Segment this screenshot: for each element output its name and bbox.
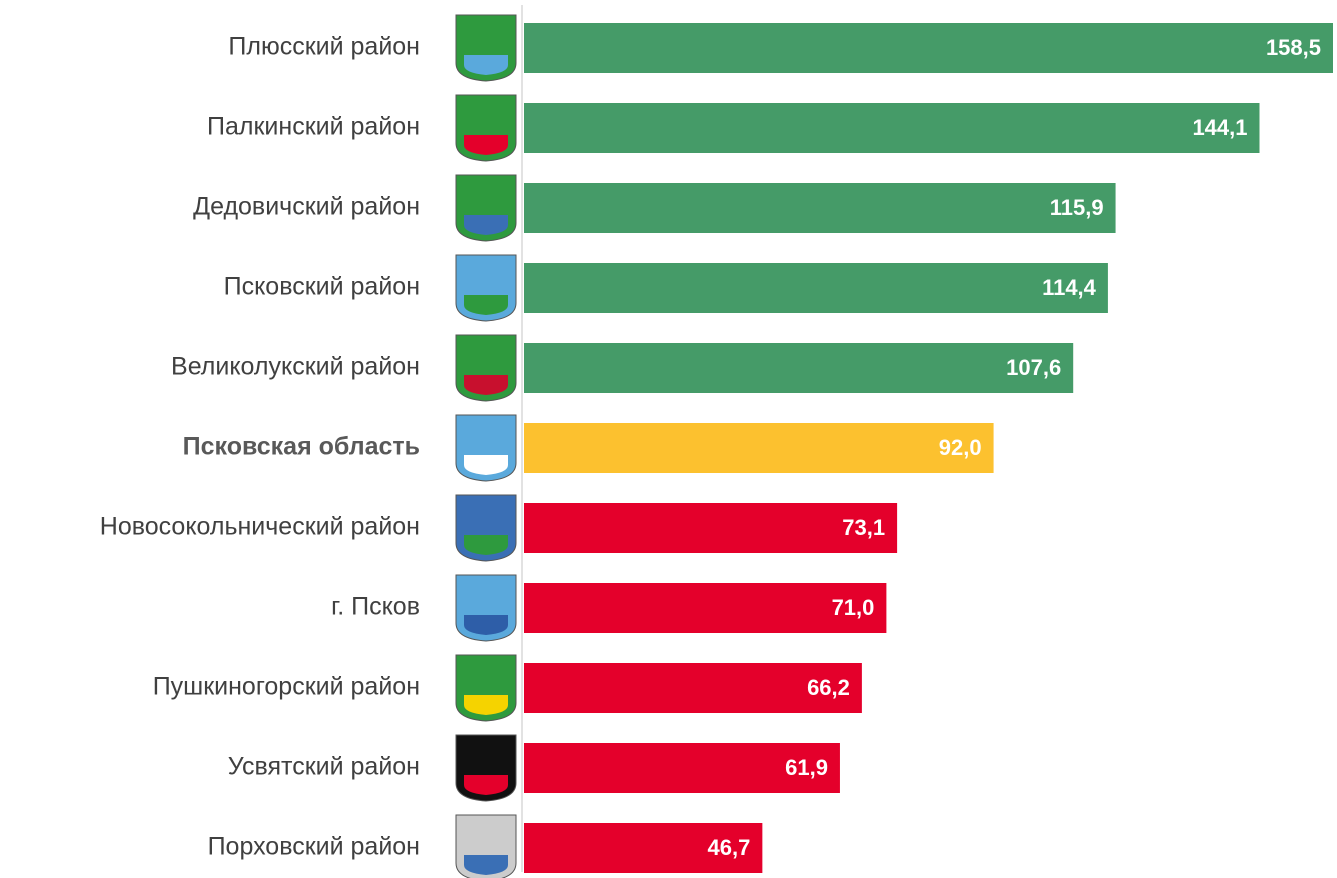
shield-detail [464,535,508,555]
category-label: Псковский район [224,273,420,301]
coat-of-arms [455,174,517,242]
bar [524,343,1074,393]
value-label: 144,1 [1192,115,1247,140]
value-label: 66,2 [807,675,850,700]
shield-detail [464,695,508,715]
bar [524,423,994,473]
value-label: 107,6 [1006,355,1061,380]
category-label: Псковская область [183,433,420,461]
coat-of-arms [455,494,517,562]
bar [524,823,763,873]
value-label: 46,7 [708,835,751,860]
value-label: 115,9 [1050,195,1104,220]
coat-of-arms [455,654,517,722]
coat-of-arms [455,334,517,402]
shield-detail [464,295,508,315]
coat-of-arms [455,94,517,162]
shield-detail [464,55,508,75]
shield-detail [464,215,508,235]
category-label: Палкинский район [207,113,420,141]
shield-detail [464,775,508,795]
bar [524,503,898,553]
shield-detail [464,455,508,475]
category-label: Новосокольнический район [100,513,420,541]
bar [524,663,862,713]
shield-detail [464,135,508,155]
category-label: Пушкиногорский район [153,673,420,701]
coat-of-arms [455,14,517,82]
category-label: Великолукский район [171,353,420,381]
bar [524,23,1333,73]
category-label: г. Псков [331,593,420,621]
value-label: 73,1 [842,515,885,540]
value-label: 158,5 [1266,35,1321,60]
category-label: Плюсский район [228,33,420,61]
shield-detail [464,855,508,875]
coat-of-arms [455,254,517,322]
category-label: Порховский район [208,833,420,861]
value-label: 61,9 [785,755,828,780]
category-label: Усвятский район [228,753,420,781]
shield-detail [464,615,508,635]
bar [524,263,1108,313]
category-label: Дедовичский район [193,193,420,221]
value-label: 71,0 [832,595,875,620]
value-label: 114,4 [1042,275,1097,300]
value-label: 92,0 [939,435,982,460]
bar [524,103,1260,153]
coat-of-arms [455,814,517,878]
bar [524,183,1116,233]
bar [524,743,840,793]
coat-of-arms [455,734,517,802]
coat-of-arms [455,414,517,482]
shield-detail [464,375,508,395]
bar [524,583,887,633]
coat-of-arms [455,574,517,642]
